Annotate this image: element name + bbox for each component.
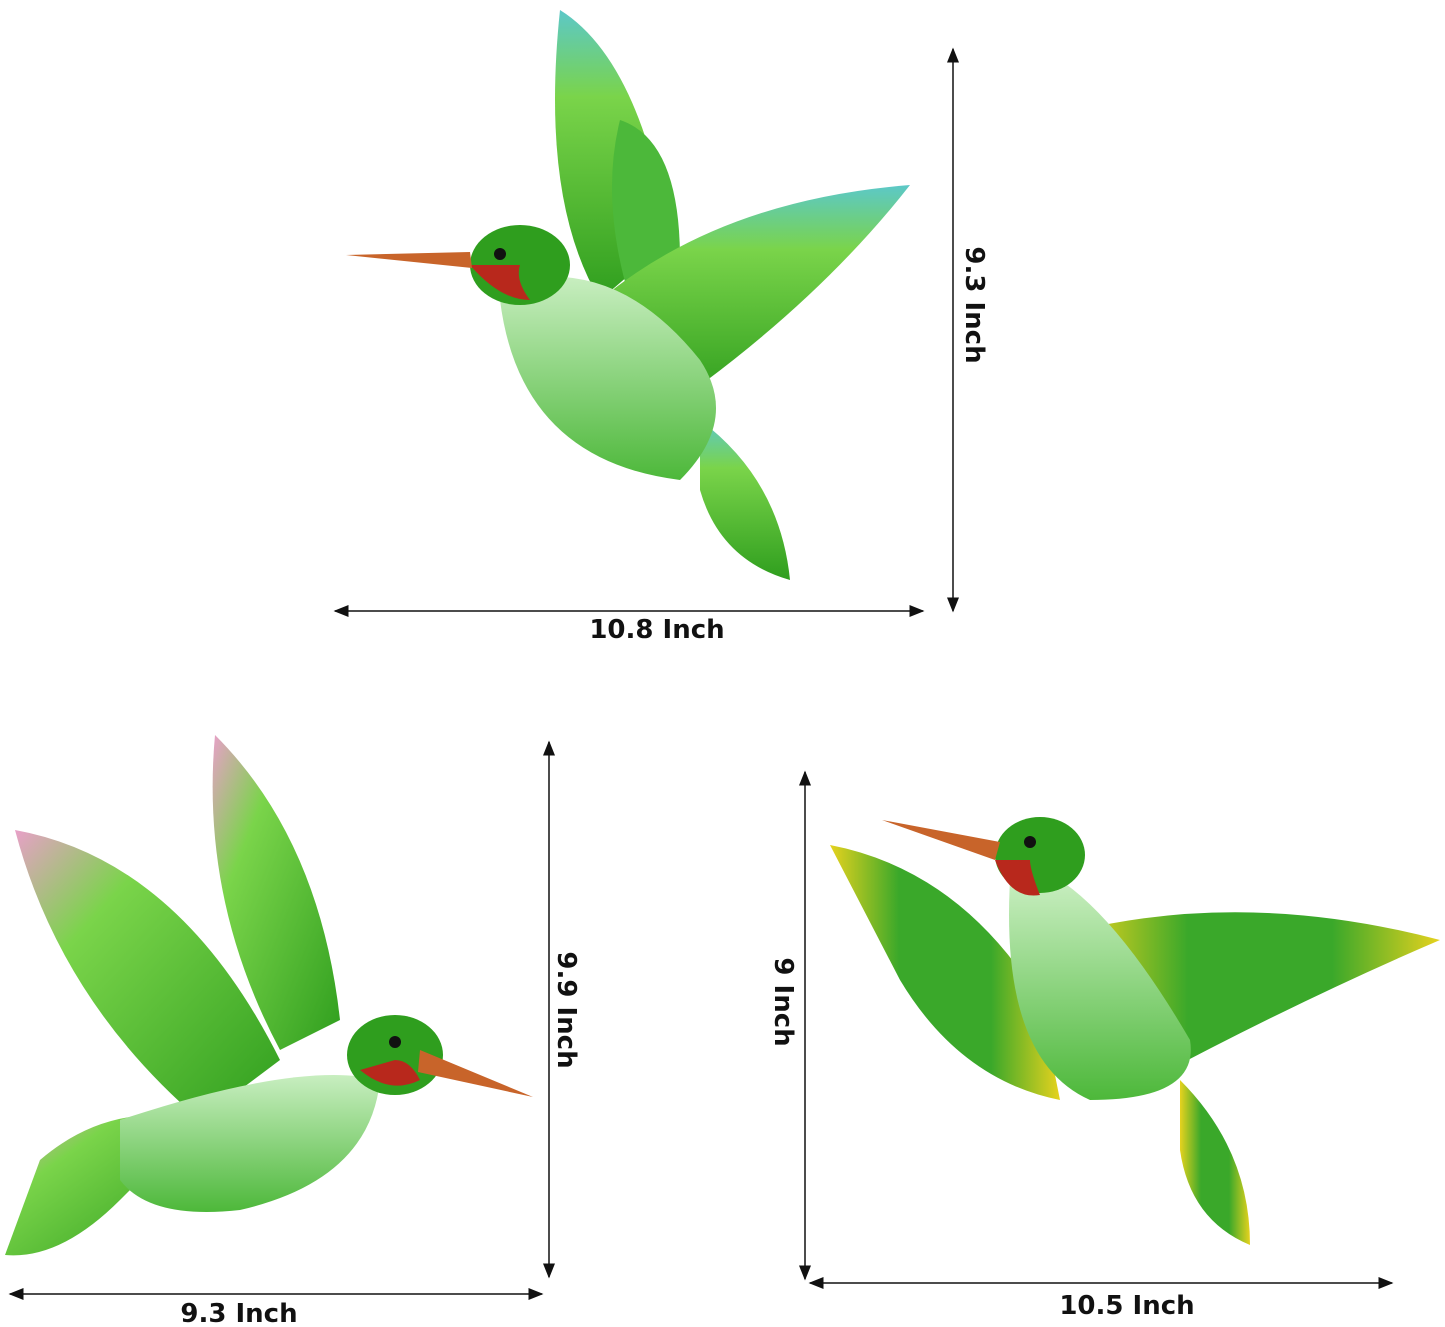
bird2-height-label: 9.9 Inch [551, 951, 581, 1068]
hummingbird-bottom-right [830, 817, 1440, 1245]
bird3-height-label: 9 Inch [768, 957, 798, 1046]
hummingbird-top [346, 10, 910, 580]
bird2-width-label: 9.3 Inch [180, 1299, 297, 1327]
bird1-height-label: 9.3 Inch [959, 246, 989, 363]
bird1-width-label: 10.8 Inch [589, 615, 724, 645]
hummingbird-bottom-left [5, 735, 533, 1256]
bird3-width-label: 10.5 Inch [1059, 1291, 1194, 1321]
